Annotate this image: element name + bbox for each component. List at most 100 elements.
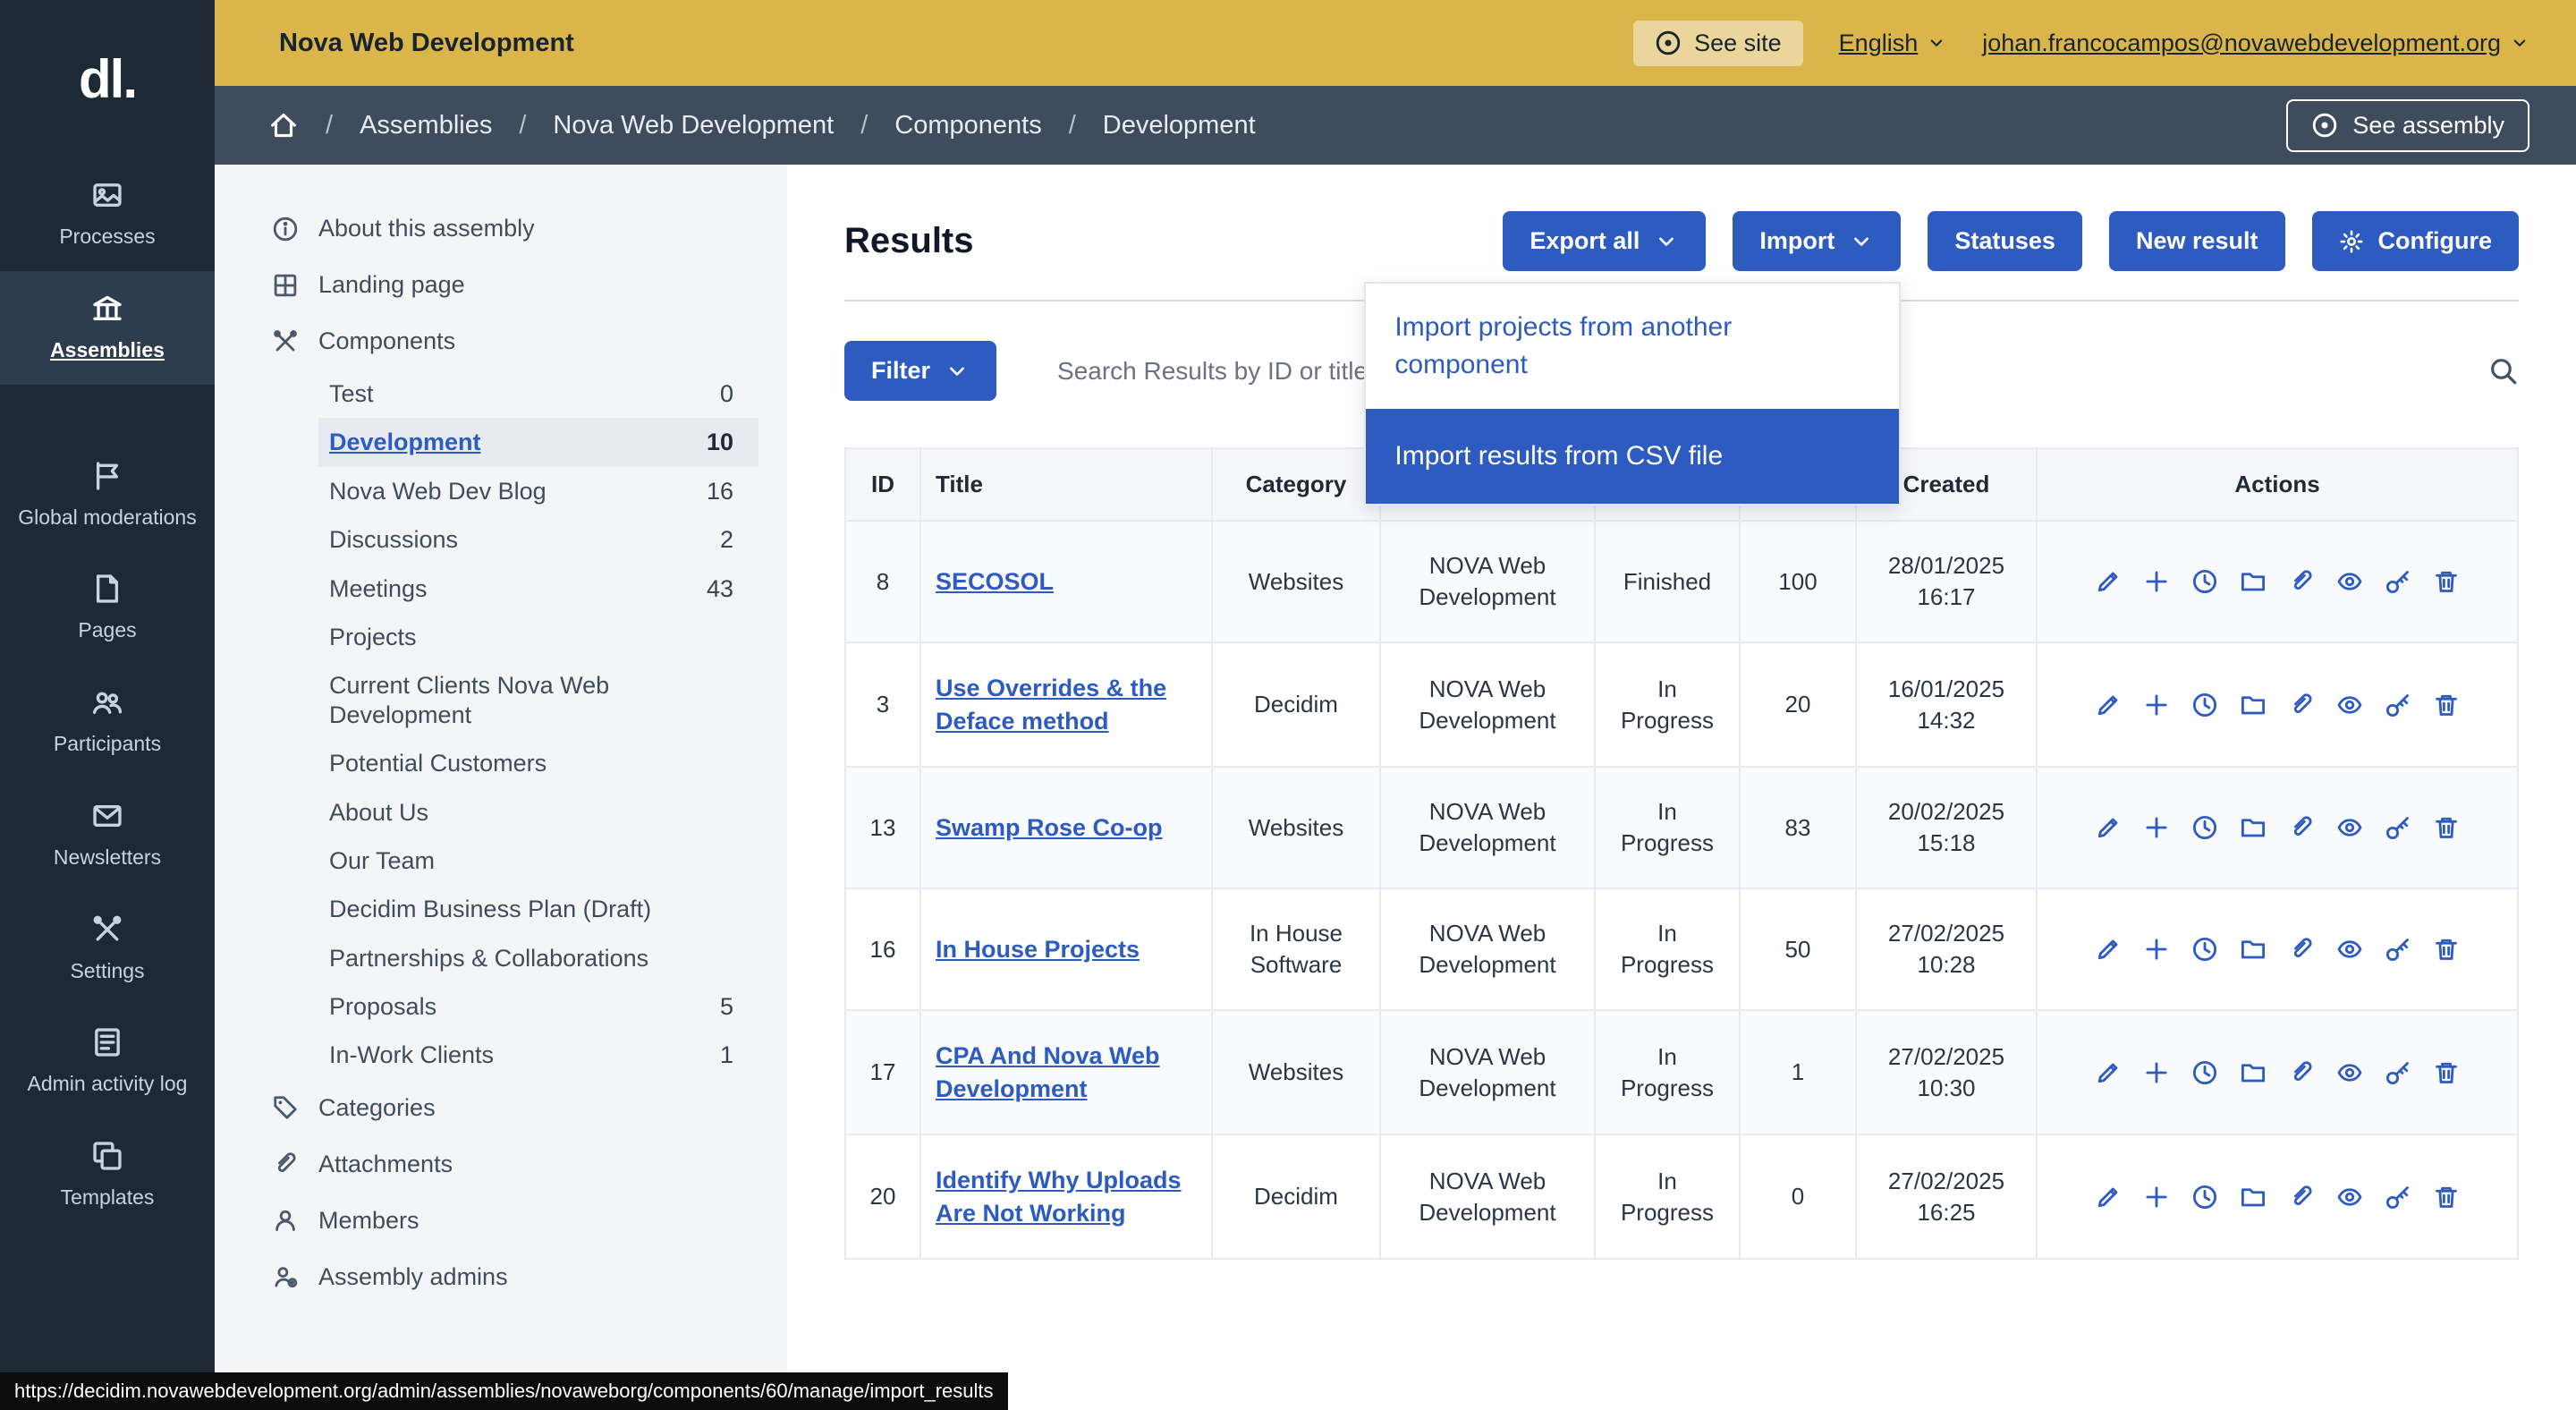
- see-assembly-button[interactable]: See assembly: [2286, 99, 2529, 152]
- trash-action-button[interactable]: [2433, 936, 2460, 963]
- pencil-action-button[interactable]: [2095, 568, 2122, 595]
- submenu-component-decidim-business-plan-draft[interactable]: Decidim Business Plan (Draft): [318, 885, 758, 933]
- clock-action-button[interactable]: [2191, 1059, 2218, 1086]
- pencil-action-button[interactable]: [2095, 936, 2122, 963]
- statuses-button[interactable]: Statuses: [1928, 211, 2082, 271]
- export-all-button[interactable]: Export all: [1503, 211, 1706, 271]
- trash-action-button[interactable]: [2433, 568, 2460, 595]
- new-result-button[interactable]: New result: [2109, 211, 2285, 271]
- breadcrumb-item-nova-web-development[interactable]: Nova Web Development: [553, 111, 834, 140]
- import-button[interactable]: Import: [1733, 211, 1901, 271]
- plus-action-button[interactable]: [2143, 692, 2170, 718]
- clock-action-button[interactable]: [2191, 692, 2218, 718]
- folder-action-button[interactable]: [2240, 568, 2267, 595]
- sidebar-item-admin-activity-log[interactable]: Admin activity log: [0, 1005, 215, 1118]
- trash-action-button[interactable]: [2433, 814, 2460, 841]
- key-action-button[interactable]: [2385, 936, 2411, 963]
- plus-action-button[interactable]: [2143, 1059, 2170, 1086]
- submenu-component-in-work-clients[interactable]: In-Work Clients1: [318, 1031, 758, 1079]
- submenu-component-proposals[interactable]: Proposals5: [318, 982, 758, 1031]
- key-action-button[interactable]: [2385, 692, 2411, 718]
- import-menu-item-import-projects-from-another-component[interactable]: Import projects from another component: [1366, 284, 1899, 409]
- key-action-button[interactable]: [2385, 814, 2411, 841]
- pencil-action-button[interactable]: [2095, 1184, 2122, 1210]
- result-title-link[interactable]: In House Projects: [936, 936, 1140, 963]
- filter-button[interactable]: Filter: [844, 341, 996, 401]
- breadcrumb-item-development[interactable]: Development: [1103, 111, 1256, 140]
- submenu-item-components[interactable]: Components: [272, 313, 758, 369]
- breadcrumb-item-components[interactable]: Components: [894, 111, 1041, 140]
- submenu-component-development[interactable]: Development10: [318, 418, 758, 466]
- pencil-action-button[interactable]: [2095, 814, 2122, 841]
- sidebar-item-processes[interactable]: Processes: [0, 157, 215, 271]
- result-title-link[interactable]: Use Overrides & the Deface method: [936, 675, 1166, 734]
- trash-action-button[interactable]: [2433, 1059, 2460, 1086]
- decidim-logo[interactable]: dl.: [0, 0, 215, 157]
- search-button[interactable]: [2488, 356, 2519, 386]
- clock-action-button[interactable]: [2191, 936, 2218, 963]
- submenu-item-assembly-admins[interactable]: Assembly admins: [272, 1249, 758, 1305]
- submenu-item-landing-page[interactable]: Landing page: [272, 257, 758, 313]
- submenu-item-about-this-assembly[interactable]: About this assembly: [272, 200, 758, 257]
- submenu-item-attachments[interactable]: Attachments: [272, 1136, 758, 1193]
- plus-action-button[interactable]: [2143, 936, 2170, 963]
- key-action-button[interactable]: [2385, 1184, 2411, 1210]
- paperclip-action-button[interactable]: [2288, 568, 2315, 595]
- submenu-component-partnerships-collaborations[interactable]: Partnerships & Collaborations: [318, 934, 758, 982]
- plus-action-button[interactable]: [2143, 1184, 2170, 1210]
- result-title-link[interactable]: Identify Why Uploads Are Not Working: [936, 1167, 1182, 1226]
- eye-action-button[interactable]: [2336, 814, 2363, 841]
- see-site-button[interactable]: See site: [1633, 21, 1803, 66]
- submenu-component-our-team[interactable]: Our Team: [318, 837, 758, 885]
- sidebar-item-global-moderations[interactable]: Global moderations: [0, 438, 215, 552]
- sidebar-item-settings[interactable]: Settings: [0, 892, 215, 1006]
- submenu-component-discussions[interactable]: Discussions2: [318, 515, 758, 564]
- folder-action-button[interactable]: [2240, 692, 2267, 718]
- trash-action-button[interactable]: [2433, 692, 2460, 718]
- sidebar-item-newsletters[interactable]: Newsletters: [0, 778, 215, 892]
- submenu-component-test[interactable]: Test0: [318, 369, 758, 418]
- plus-action-button[interactable]: [2143, 568, 2170, 595]
- folder-action-button[interactable]: [2240, 1059, 2267, 1086]
- clock-action-button[interactable]: [2191, 1184, 2218, 1210]
- eye-action-button[interactable]: [2336, 1184, 2363, 1210]
- key-action-button[interactable]: [2385, 568, 2411, 595]
- pencil-action-button[interactable]: [2095, 692, 2122, 718]
- pencil-action-button[interactable]: [2095, 1059, 2122, 1086]
- folder-action-button[interactable]: [2240, 1184, 2267, 1210]
- submenu-component-projects[interactable]: Projects: [318, 613, 758, 661]
- eye-action-button[interactable]: [2336, 568, 2363, 595]
- submenu-component-potential-customers[interactable]: Potential Customers: [318, 739, 758, 787]
- plus-action-button[interactable]: [2143, 814, 2170, 841]
- home-icon[interactable]: [268, 110, 299, 140]
- result-title-link[interactable]: CPA And Nova Web Development: [936, 1042, 1160, 1101]
- eye-action-button[interactable]: [2336, 936, 2363, 963]
- paperclip-action-button[interactable]: [2288, 936, 2315, 963]
- submenu-component-nova-web-dev-blog[interactable]: Nova Web Dev Blog16: [318, 467, 758, 515]
- submenu-item-categories[interactable]: Categories: [272, 1080, 758, 1136]
- import-menu-item-import-results-from-csv-file[interactable]: Import results from CSV file: [1366, 409, 1899, 504]
- submenu-item-members[interactable]: Members: [272, 1193, 758, 1249]
- trash-action-button[interactable]: [2433, 1184, 2460, 1210]
- configure-button[interactable]: Configure: [2312, 211, 2520, 271]
- breadcrumb-item-assemblies[interactable]: Assemblies: [360, 111, 492, 140]
- eye-action-button[interactable]: [2336, 1059, 2363, 1086]
- clock-action-button[interactable]: [2191, 568, 2218, 595]
- language-selector[interactable]: English: [1839, 30, 1947, 57]
- eye-action-button[interactable]: [2336, 692, 2363, 718]
- clock-action-button[interactable]: [2191, 814, 2218, 841]
- sidebar-item-templates[interactable]: Templates: [0, 1118, 215, 1232]
- submenu-component-current-clients-nova-web-development[interactable]: Current Clients Nova Web Development: [318, 661, 758, 739]
- result-title-link[interactable]: Swamp Rose Co-op: [936, 814, 1163, 841]
- submenu-component-about-us[interactable]: About Us: [318, 788, 758, 837]
- paperclip-action-button[interactable]: [2288, 692, 2315, 718]
- submenu-component-meetings[interactable]: Meetings43: [318, 565, 758, 613]
- paperclip-action-button[interactable]: [2288, 814, 2315, 841]
- folder-action-button[interactable]: [2240, 936, 2267, 963]
- user-menu[interactable]: johan.francocampos@novawebdevelopment.or…: [1982, 30, 2529, 57]
- sidebar-item-assemblies[interactable]: Assemblies: [0, 271, 215, 385]
- sidebar-item-participants[interactable]: Participants: [0, 665, 215, 778]
- paperclip-action-button[interactable]: [2288, 1184, 2315, 1210]
- sidebar-item-pages[interactable]: Pages: [0, 551, 215, 665]
- result-title-link[interactable]: SECOSOL: [936, 568, 1054, 595]
